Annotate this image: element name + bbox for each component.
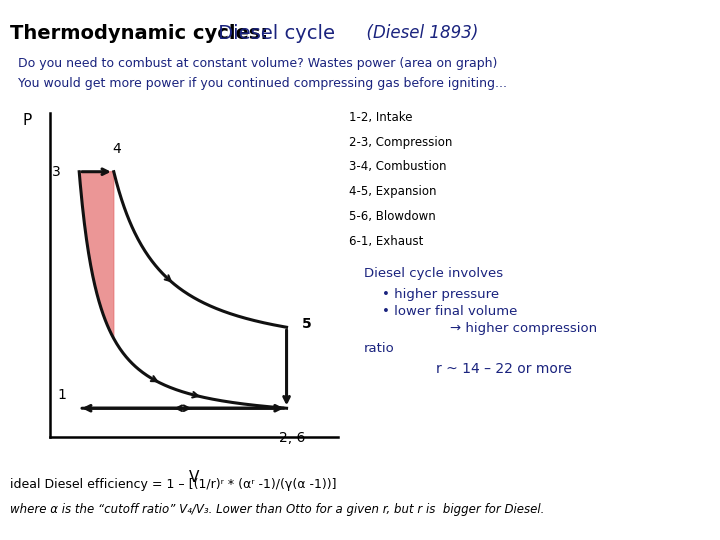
Text: 5-6, Blowdown: 5-6, Blowdown (349, 210, 436, 223)
Text: 6-1, Exhaust: 6-1, Exhaust (349, 235, 423, 248)
Text: Diesel cycle: Diesel cycle (212, 24, 336, 43)
Text: 2-3, Compression: 2-3, Compression (349, 136, 453, 148)
Text: P: P (23, 113, 32, 129)
Text: ratio: ratio (364, 342, 395, 355)
Text: 3-4, Combustion: 3-4, Combustion (349, 160, 446, 173)
Text: 5: 5 (302, 317, 312, 331)
Text: Thermodynamic cycles:: Thermodynamic cycles: (10, 24, 269, 43)
Text: 3: 3 (52, 165, 60, 179)
Text: 4: 4 (112, 141, 121, 156)
Text: V: V (189, 470, 199, 485)
Text: where α is the “cutoff ratio” V₄/V₃. Lower than Otto for a given r, but r is  bi: where α is the “cutoff ratio” V₄/V₃. Low… (10, 503, 544, 516)
Text: • lower final volume: • lower final volume (382, 305, 517, 318)
Text: r ~ 14 – 22 or more: r ~ 14 – 22 or more (436, 362, 572, 376)
Text: → higher compression: → higher compression (450, 322, 597, 335)
Text: 1-2, Intake: 1-2, Intake (349, 111, 413, 124)
Text: Diesel cycle involves: Diesel cycle involves (364, 267, 503, 280)
Text: (Diesel 1893): (Diesel 1893) (356, 24, 479, 42)
Text: 2, 6: 2, 6 (279, 431, 305, 445)
Text: ideal Diesel efficiency = 1 – [(1/r)ʳ * (αʳ -1)/(γ(α -1))]: ideal Diesel efficiency = 1 – [(1/r)ʳ * … (10, 478, 336, 491)
Text: You would get more power if you continued compressing gas before igniting...: You would get more power if you continue… (10, 77, 507, 90)
Text: 4-5, Expansion: 4-5, Expansion (349, 185, 437, 198)
Polygon shape (79, 172, 114, 339)
Text: Do you need to combust at constant volume? Wastes power (area on graph): Do you need to combust at constant volum… (10, 57, 498, 70)
Text: 1: 1 (58, 388, 66, 402)
Text: • higher pressure: • higher pressure (382, 288, 499, 301)
